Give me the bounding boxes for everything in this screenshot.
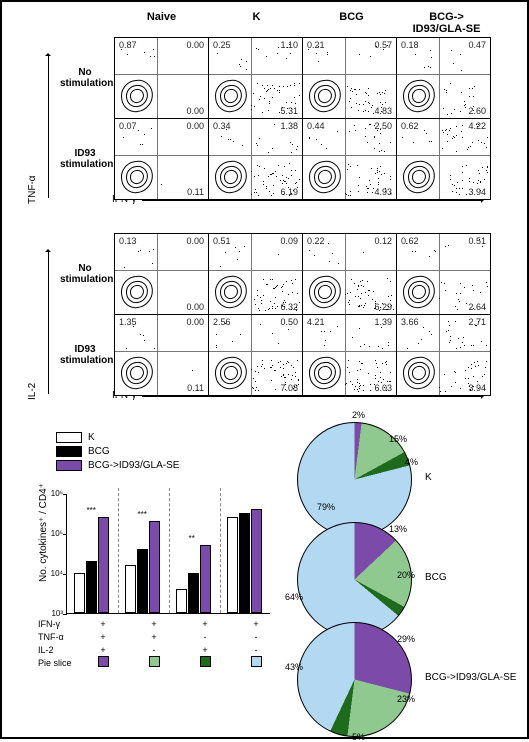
pie-chart: 79%2%15%4%K [297, 422, 412, 537]
pie-pct-label: 13% [389, 524, 407, 534]
bar [125, 565, 136, 613]
bar-category-table: IFN-γ++++TNF-α++--IL-2+-+-Pie slice [35, 617, 282, 669]
cat-cell: + [78, 617, 129, 630]
legend-swatch [56, 432, 82, 443]
cat-row-label: IL-2 [35, 643, 78, 656]
legend-label: BCG [88, 446, 110, 457]
cat-cell: - [129, 643, 180, 656]
pie-pct-label: 2% [352, 410, 365, 420]
bar [239, 513, 250, 613]
pie-chart: 64%13%20%3%BCG [297, 522, 412, 637]
facs-plot: 0.870.000.00 [114, 37, 209, 119]
legend-label: BCG->ID93/GLA-SE [88, 460, 179, 471]
facs-block-1: NaiveKBCGBCG->ID93/GLA-SE Nostimulation0… [60, 12, 494, 199]
legend-swatch [56, 446, 82, 457]
facs-plot: 1.350.000.11 [114, 314, 209, 396]
facs-plot: 0.180.472.60 [396, 37, 491, 119]
pie-pct-label: 5% [352, 732, 365, 742]
bar [86, 561, 97, 613]
cat-row-label: IFN-γ [35, 617, 78, 630]
facs-plot: 0.210.574.83 [302, 37, 397, 119]
pie-pct-label: 15% [389, 434, 407, 444]
cat-cell: + [180, 617, 231, 630]
facs2-y-axis: IL-2 [40, 246, 58, 410]
pie-group-label: BCG->ID93/GLA-SE [425, 672, 516, 683]
pie-pct-label: 20% [397, 570, 415, 580]
facs-plot: 3.662.713.94 [396, 314, 491, 396]
bar-significance: *** [138, 510, 147, 519]
legend-swatch [56, 460, 82, 471]
bar-ytick-label: 10⁴ [39, 569, 63, 578]
facs-plot: 0.251.105.31 [208, 37, 303, 119]
facs-block-2: NaiveKBCGBCG->ID93/GLA-SE Nostimulation0… [60, 208, 494, 395]
facs-col-header: K [209, 12, 304, 37]
facs-plot: 2.560.507.08 [208, 314, 303, 396]
facs-plot: 0.130.000.00 [114, 233, 209, 315]
pie-slice-swatch [251, 656, 262, 667]
cat-row-label: TNF-α [35, 630, 78, 643]
facs-col-header: BCG [304, 12, 399, 37]
bar [176, 589, 187, 613]
facs-plot: 0.624.223.94 [396, 118, 491, 200]
cat-cell: - [180, 630, 231, 643]
bar [74, 573, 85, 613]
cat-cell: + [78, 630, 129, 643]
bar-ytick-label: 10⁶ [39, 489, 63, 498]
facs-plot: 0.620.512.64 [396, 233, 491, 315]
bar-plot-area: 10³10⁴10⁵10⁶******** [66, 494, 270, 614]
facs-row-label: Nostimulation [60, 67, 114, 89]
facs-col-header: BCG->ID93/GLA-SE [399, 12, 494, 37]
pie-slice-swatch [98, 656, 109, 667]
bar-significance: ** [189, 534, 195, 543]
cat-cell: + [231, 617, 282, 630]
facs-plot: 4.211.396.03 [302, 314, 397, 396]
pie-pct-label: 64% [285, 592, 303, 602]
cat-cell: + [180, 643, 231, 656]
pie-chart: 43%29%23%5%BCG->ID93/GLA-SE [297, 622, 412, 737]
facs1-y-label: TNF-α [27, 175, 38, 204]
pie-pct-label: 23% [397, 694, 415, 704]
bar-chart: KBCGBCG->ID93/GLA-SE No. cytokines⁺ / CD… [32, 432, 282, 712]
bar [98, 517, 109, 613]
cat-cell: + [129, 617, 180, 630]
pie-slice-swatch [149, 656, 160, 667]
bar-legend: K BCG BCG->ID93/GLA-SE [56, 432, 179, 474]
bar [137, 549, 148, 613]
pie-group-label: BCG [425, 572, 447, 583]
bar [227, 517, 238, 613]
cat-row-label: Pie slice [35, 656, 78, 669]
pie-group-label: K [425, 472, 432, 483]
bar-significance: *** [87, 506, 96, 515]
facs-plot: 0.341.386.19 [208, 118, 303, 200]
bar [188, 573, 199, 613]
figure-panel: TNF-α IL-2 IFN-γ IFN-γ NaiveKBCGBCG->ID9… [0, 0, 529, 739]
facs-row-label: ID93stimulation [60, 344, 114, 366]
pie-slice-swatch [200, 656, 211, 667]
pie-pct-label: 43% [285, 662, 303, 672]
facs1-y-axis: TNF-α [40, 50, 58, 214]
facs-col-header: Naive [114, 12, 209, 37]
facs-plot: 0.070.000.11 [114, 118, 209, 200]
bar [149, 521, 160, 613]
cat-cell: + [78, 643, 129, 656]
cat-cell: + [129, 630, 180, 643]
facs-row-label: Nostimulation [60, 263, 114, 285]
facs2-y-label: IL-2 [27, 383, 38, 400]
facs-plot: 0.510.096.32 [208, 233, 303, 315]
bar [200, 545, 211, 613]
legend-label: K [88, 432, 95, 443]
facs-plot: 0.220.126.29 [302, 233, 397, 315]
cat-cell: - [231, 630, 282, 643]
bar [251, 509, 262, 613]
pie-pct-label: 79% [317, 502, 335, 512]
bar-ytick-label: 10⁵ [39, 529, 63, 538]
facs-row-label: ID93stimulation [60, 148, 114, 170]
pie-pct-label: 29% [397, 634, 415, 644]
pie-pct-label: 4% [405, 457, 418, 467]
pie-charts: 79%2%15%4%K64%13%20%3%BCG43%29%23%5%BCG-… [287, 422, 517, 732]
cat-cell: - [231, 643, 282, 656]
facs-plot: 0.442.504.93 [302, 118, 397, 200]
